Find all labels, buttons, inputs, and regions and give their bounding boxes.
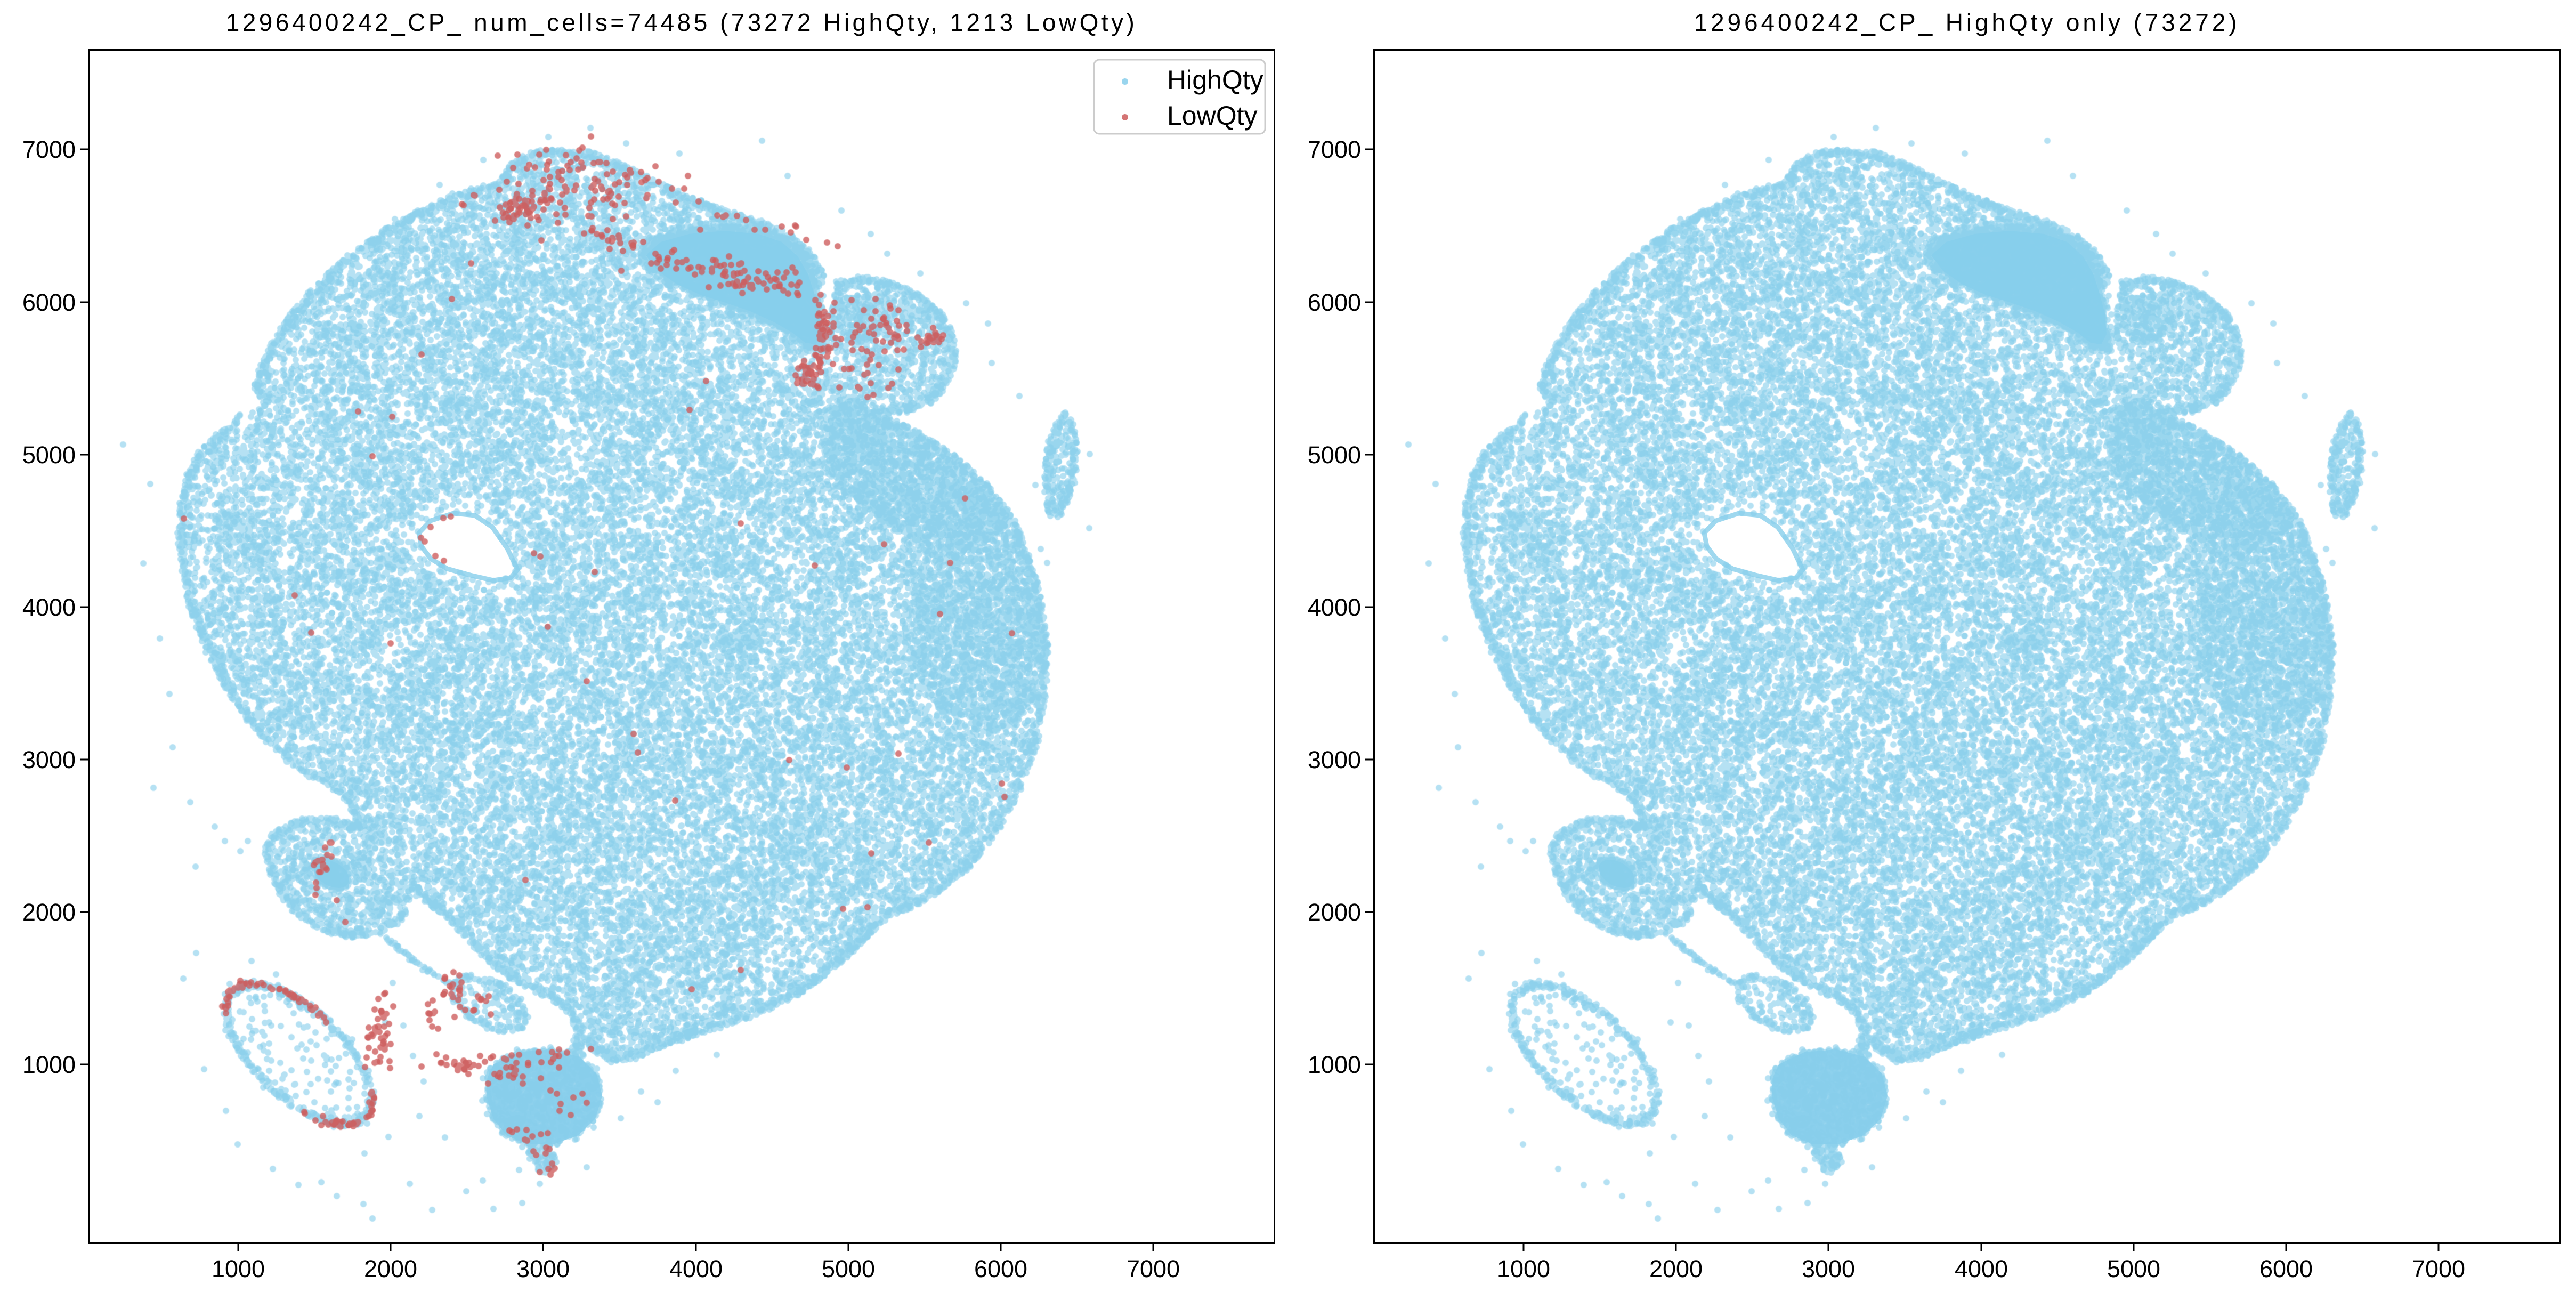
- svg-text:1000: 1000: [212, 1255, 265, 1282]
- svg-text:2000: 2000: [1649, 1255, 1703, 1282]
- svg-text:HighQty: HighQty: [1167, 65, 1263, 95]
- svg-text:1296400242_CP_ num_cells=74485: 1296400242_CP_ num_cells=74485 (73272 Hi…: [226, 9, 1138, 36]
- svg-text:5000: 5000: [1308, 441, 1361, 469]
- svg-text:1000: 1000: [1308, 1051, 1361, 1078]
- svg-text:6000: 6000: [974, 1255, 1027, 1282]
- svg-text:2000: 2000: [364, 1255, 417, 1282]
- svg-text:7000: 7000: [1308, 136, 1361, 163]
- svg-text:3000: 3000: [22, 746, 76, 773]
- svg-text:1296400242_CP_ HighQty only (7: 1296400242_CP_ HighQty only (73272): [1694, 9, 2240, 36]
- svg-text:2000: 2000: [22, 899, 76, 926]
- svg-text:3000: 3000: [1802, 1255, 1855, 1282]
- svg-text:7000: 7000: [2412, 1255, 2465, 1282]
- svg-text:3000: 3000: [516, 1255, 570, 1282]
- svg-text:6000: 6000: [2259, 1255, 2313, 1282]
- svg-text:5000: 5000: [2107, 1255, 2160, 1282]
- svg-text:7000: 7000: [22, 136, 76, 163]
- svg-text:4000: 4000: [669, 1255, 723, 1282]
- svg-text:1000: 1000: [1497, 1255, 1550, 1282]
- svg-text:5000: 5000: [822, 1255, 875, 1282]
- svg-text:4000: 4000: [1955, 1255, 2008, 1282]
- svg-text:4000: 4000: [22, 594, 76, 621]
- svg-text:2000: 2000: [1308, 899, 1361, 926]
- svg-text:LowQty: LowQty: [1167, 101, 1258, 131]
- svg-text:6000: 6000: [22, 289, 76, 316]
- svg-text:3000: 3000: [1308, 746, 1361, 773]
- svg-text:6000: 6000: [1308, 289, 1361, 316]
- svg-text:7000: 7000: [1127, 1255, 1180, 1282]
- svg-text:1000: 1000: [22, 1051, 76, 1078]
- svg-text:5000: 5000: [22, 441, 76, 469]
- svg-text:4000: 4000: [1308, 594, 1361, 621]
